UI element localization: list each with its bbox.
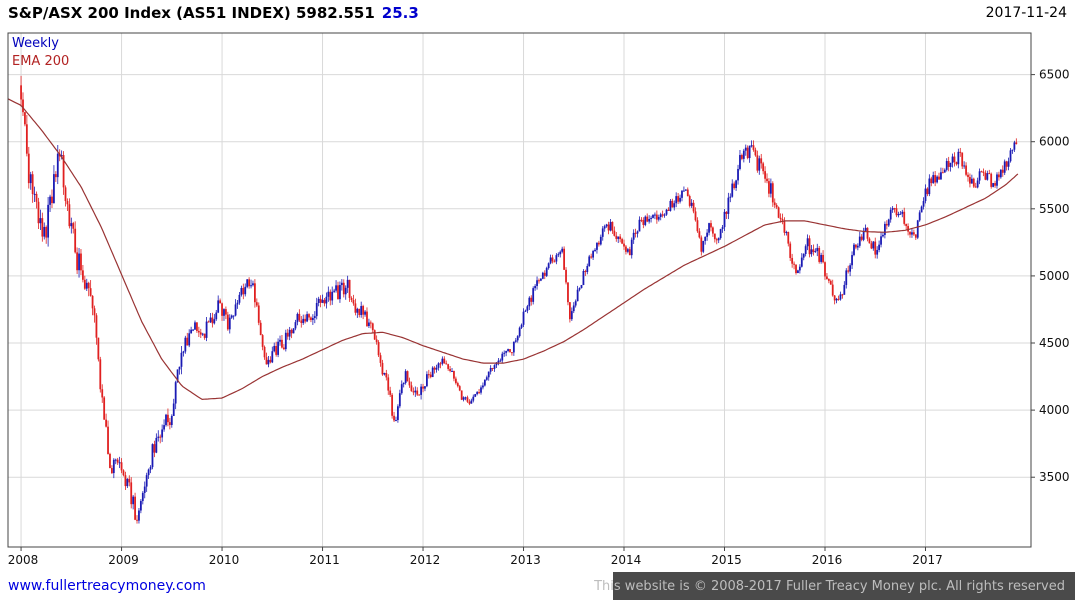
copyright-text: This website is © 2008-2017 Fuller Treac…: [594, 572, 1075, 600]
instrument-name: S&P/ASX 200 Index (AS51 INDEX) 5982.551: [8, 4, 375, 22]
svg-text:5000: 5000: [1039, 269, 1070, 283]
chart-title: S&P/ASX 200 Index (AS51 INDEX) 5982.551 2…: [8, 4, 419, 22]
svg-text:2014: 2014: [611, 553, 642, 567]
chart-header: S&P/ASX 200 Index (AS51 INDEX) 5982.551 2…: [0, 0, 1075, 26]
svg-text:2009: 2009: [108, 553, 139, 567]
svg-text:6500: 6500: [1039, 68, 1070, 82]
svg-text:4000: 4000: [1039, 403, 1070, 417]
candlestick-chart: 6500 6000 5500 5000 4500 4000 3500 2008 2009 2010…: [7, 32, 1070, 567]
chart-area: 6500 6000 5500 5000 4500 4000 3500 2008 2009 2010…: [0, 26, 1075, 572]
chart-date: 2017-11-24: [985, 5, 1067, 21]
svg-text:4500: 4500: [1039, 336, 1070, 350]
footer: www.fullertreacymoney.com This website i…: [0, 572, 1075, 600]
svg-text:5500: 5500: [1039, 202, 1070, 216]
svg-text:2017: 2017: [912, 553, 943, 567]
svg-text:6000: 6000: [1039, 135, 1070, 149]
svg-text:2012: 2012: [410, 553, 441, 567]
footer-spacer: [206, 572, 613, 600]
svg-text:3500: 3500: [1039, 470, 1070, 484]
site-link[interactable]: www.fullertreacymoney.com: [8, 578, 206, 594]
svg-text:2013: 2013: [510, 553, 541, 567]
svg-text:2008: 2008: [8, 553, 39, 567]
svg-text:2010: 2010: [209, 553, 240, 567]
svg-text:2016: 2016: [812, 553, 843, 567]
svg-text:2015: 2015: [711, 553, 742, 567]
svg-text:2011: 2011: [309, 553, 340, 567]
change-value: 25.3: [381, 4, 419, 22]
